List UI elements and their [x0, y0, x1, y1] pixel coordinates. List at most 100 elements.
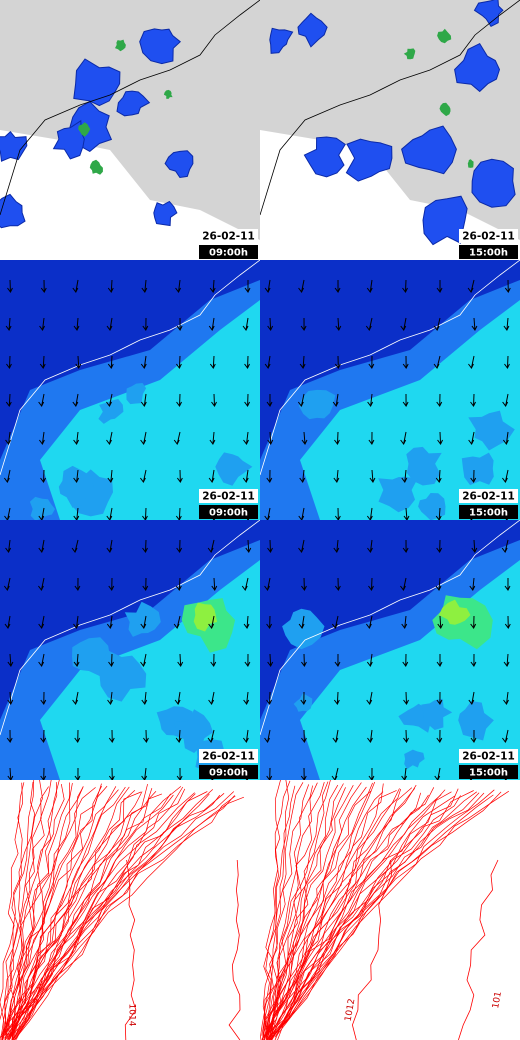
time-label: 15:00h	[469, 768, 508, 779]
isobar	[5, 786, 184, 1039]
field-peak	[438, 599, 471, 625]
wind-arrow	[176, 317, 183, 331]
wind-arrow	[107, 469, 114, 483]
wind-arrow	[300, 317, 307, 331]
wind-arrow	[334, 279, 341, 293]
rain-core	[115, 39, 126, 52]
wind-arrow	[301, 577, 307, 591]
isobar	[4, 784, 65, 1036]
wind-arrow	[369, 469, 376, 483]
isobar	[267, 781, 325, 1037]
isobar	[12, 794, 221, 1040]
rain-core	[403, 48, 416, 60]
wind-arrow	[504, 577, 511, 591]
wind-arrow	[242, 317, 249, 331]
wind-arrow	[207, 729, 215, 743]
field-patch	[98, 399, 124, 424]
isobar	[271, 790, 509, 1039]
wind-arrow	[175, 729, 182, 743]
wind-arrow	[301, 729, 307, 743]
isobar	[266, 783, 384, 1040]
wind-arrow	[243, 615, 250, 629]
isobar	[271, 790, 372, 1040]
wind-arrow	[7, 653, 14, 667]
wind-arrow	[504, 615, 511, 629]
wind-arrow	[365, 615, 373, 629]
field-patch	[72, 637, 110, 677]
wind-arrow	[334, 653, 341, 667]
wind-arrow	[297, 393, 305, 407]
wind-arrow	[264, 729, 271, 743]
wind-arrow	[301, 653, 307, 667]
wind-arrow	[176, 767, 183, 780]
wind-arrow	[72, 279, 79, 293]
rain-cell	[52, 119, 85, 160]
rain-cell	[153, 200, 178, 227]
wind-arrow	[5, 317, 12, 331]
rain-cell	[116, 90, 151, 117]
wind-arrow	[140, 615, 147, 629]
wind-arrow	[38, 577, 45, 591]
wind-arrow	[175, 577, 182, 591]
isobar	[261, 780, 291, 1040]
wind-arrow	[332, 729, 339, 743]
isobar	[0, 780, 35, 1040]
wind-arrow	[7, 767, 14, 780]
wind-arrow	[39, 317, 45, 331]
wind-arrow	[266, 469, 273, 483]
wind-arrow	[5, 539, 12, 553]
map-panel: 1014	[0, 780, 260, 1040]
field-patch	[99, 650, 147, 702]
wind-arrow	[244, 279, 251, 293]
wind-arrow	[436, 653, 443, 667]
rain-cell	[0, 193, 26, 229]
rain-cell	[73, 58, 121, 107]
isobar	[7, 787, 96, 1040]
wind-arrow	[5, 393, 12, 407]
wind-arrow	[267, 431, 274, 445]
field-patch	[58, 465, 94, 508]
wind-arrow	[142, 539, 148, 553]
wind-arrow	[366, 279, 373, 293]
wind-arrow	[469, 577, 476, 591]
map-panel: 26-02-11 15:00h	[260, 0, 520, 260]
field-patch	[404, 749, 425, 770]
wind-arrow	[7, 279, 13, 293]
isobar	[264, 780, 331, 1039]
isobar	[264, 784, 310, 1040]
wind-arrow	[333, 469, 340, 483]
wind-arrow	[107, 691, 113, 705]
wind-arrow	[267, 317, 274, 331]
isobar	[267, 781, 329, 1040]
wind-arrow	[73, 507, 80, 520]
wind-arrow	[402, 355, 409, 369]
date-box	[199, 749, 258, 763]
isobar	[228, 859, 241, 1040]
wind-arrow	[402, 393, 409, 407]
wind-arrow	[175, 507, 182, 520]
isobar	[8, 789, 214, 1037]
wind-arrow	[332, 393, 339, 407]
isobar	[263, 788, 416, 1037]
rain-cell	[139, 28, 181, 65]
wind-arrow	[242, 729, 249, 743]
isobar	[9, 789, 119, 1038]
wind-arrow	[504, 355, 510, 369]
date-label: 26-02-11	[202, 231, 255, 243]
rain-cell	[297, 12, 328, 48]
date-box	[459, 489, 518, 503]
wind-arrow	[106, 393, 113, 407]
wind-arrow	[300, 691, 307, 705]
wind-arrow	[368, 355, 375, 369]
field-patch	[174, 709, 214, 753]
wind-arrow	[436, 729, 443, 743]
time-label: 09:00h	[209, 248, 248, 259]
wind-arrow	[38, 507, 45, 520]
rain-cell	[473, 0, 504, 28]
wind-arrow	[177, 653, 184, 667]
coastline	[0, 260, 260, 476]
date-label: 26-02-11	[462, 491, 515, 503]
wind-arrow	[471, 539, 478, 553]
rain-core	[89, 159, 103, 175]
isobar	[8, 793, 171, 1040]
